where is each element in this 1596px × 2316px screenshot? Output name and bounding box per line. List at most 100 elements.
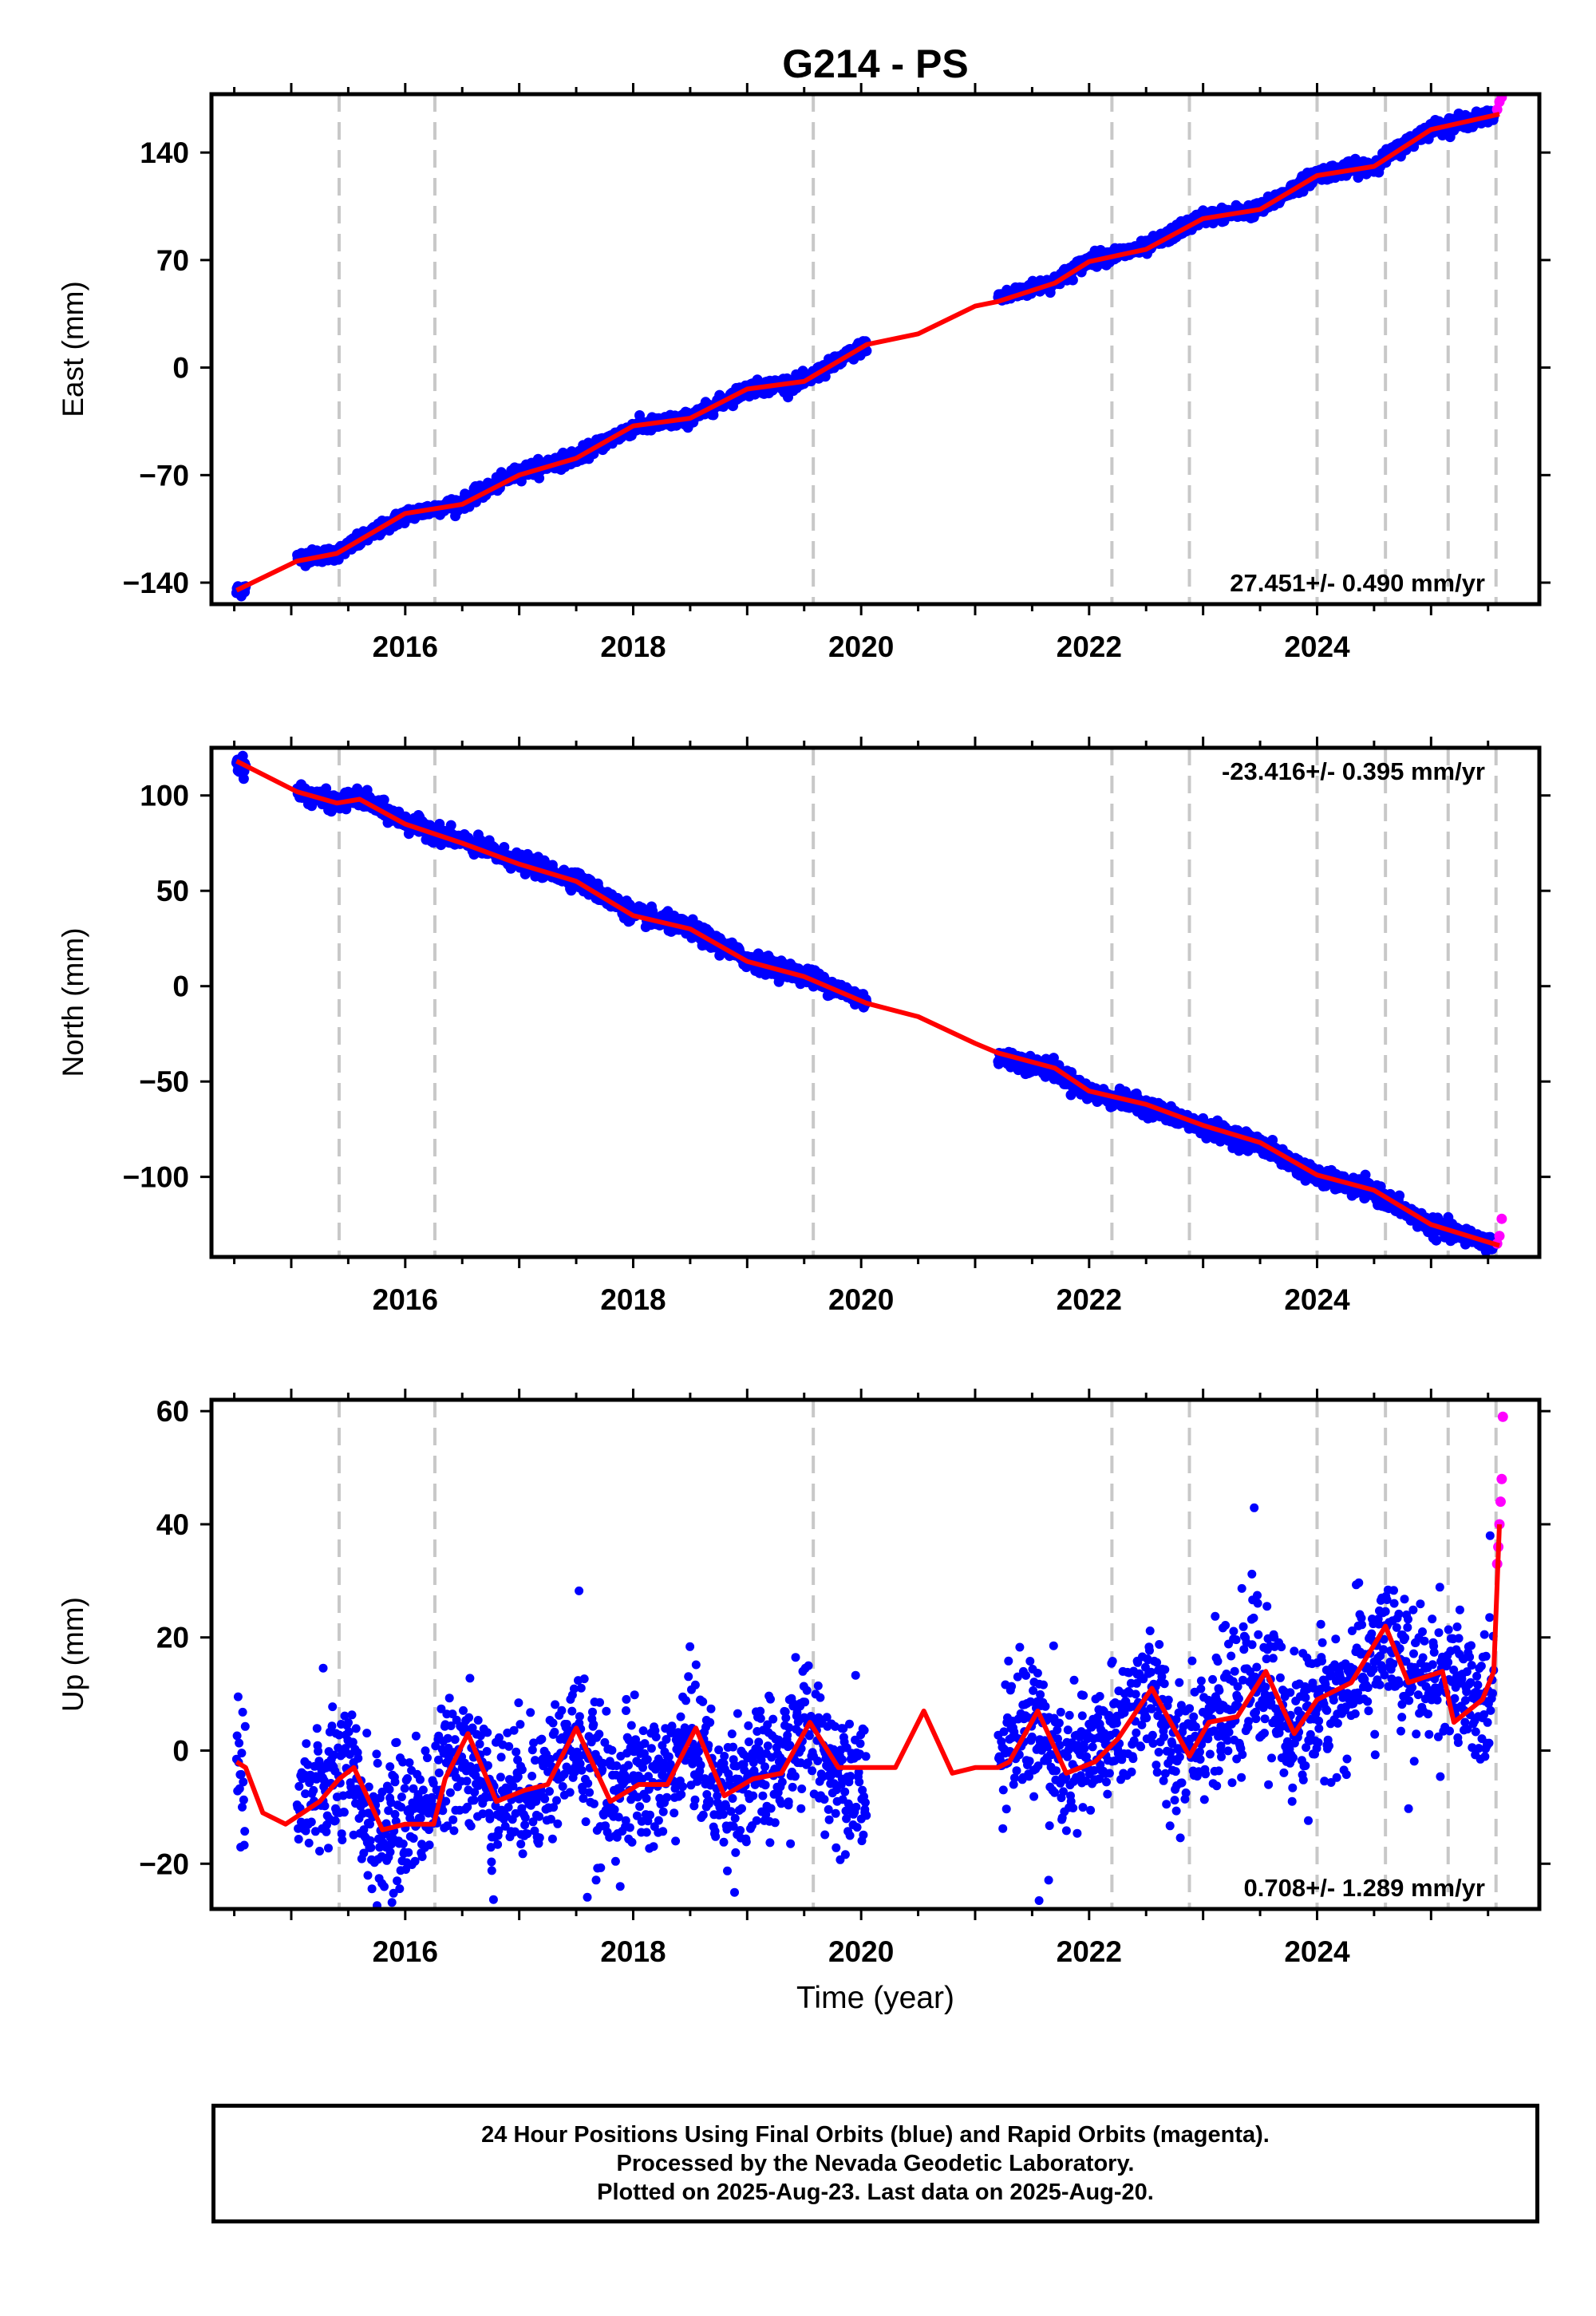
chart-title: G214 - PS xyxy=(782,41,968,86)
final-point xyxy=(306,1817,316,1827)
final-point xyxy=(344,1718,353,1727)
final-point xyxy=(344,1727,354,1737)
final-point xyxy=(235,1784,244,1793)
final-point xyxy=(235,1738,244,1748)
final-point xyxy=(354,1753,363,1763)
final-point xyxy=(312,1724,322,1733)
final-point xyxy=(443,1733,452,1743)
final-point xyxy=(445,1788,455,1797)
final-point xyxy=(416,1775,425,1784)
y-tick-label: 50 xyxy=(156,875,189,907)
final-point xyxy=(377,1787,387,1796)
final-point xyxy=(398,1757,408,1767)
final-point xyxy=(364,1782,373,1792)
y-tick-label: −70 xyxy=(139,459,189,492)
rapid-point-north xyxy=(1494,1231,1505,1242)
final-point xyxy=(359,1848,369,1858)
rapid-point-north xyxy=(1496,1213,1507,1224)
final-point xyxy=(240,1721,250,1731)
final-point xyxy=(405,1758,414,1768)
final-point xyxy=(324,1844,333,1853)
y-tick-label: 100 xyxy=(140,780,189,812)
x-tick-label: 2020 xyxy=(828,1283,894,1316)
final-point xyxy=(400,1784,409,1793)
y-axis-label: East (mm) xyxy=(57,281,89,417)
final-point xyxy=(1048,1053,1059,1064)
final-point xyxy=(384,1806,393,1816)
x-tick-label: 2016 xyxy=(373,630,438,663)
final-point xyxy=(393,1876,402,1886)
final-point xyxy=(334,1743,343,1753)
final-point xyxy=(1431,1235,1442,1246)
final-point xyxy=(389,1888,398,1898)
frame-east xyxy=(209,92,1542,607)
final-point xyxy=(397,1802,406,1812)
final-point xyxy=(416,1813,425,1823)
final-point xyxy=(369,1792,378,1801)
model-line-east xyxy=(235,112,1500,593)
x-tick-label: 2020 xyxy=(828,630,894,663)
y-tick-label: 0 xyxy=(172,970,189,1003)
final-point xyxy=(338,1836,347,1844)
final-point xyxy=(387,1898,397,1907)
final-point xyxy=(449,1826,459,1836)
final-point xyxy=(443,1821,452,1831)
final-point xyxy=(395,1884,405,1894)
final-point xyxy=(378,794,389,805)
final-point xyxy=(385,1784,394,1794)
final-point xyxy=(233,1692,243,1701)
final-point xyxy=(319,1776,329,1785)
final-point xyxy=(404,1848,413,1857)
final-point xyxy=(236,1769,246,1779)
x-tick-label: 2022 xyxy=(1057,1283,1122,1316)
y-tick-label: 0 xyxy=(172,352,189,385)
final-point xyxy=(327,1721,337,1731)
rate-label: 27.451+/- 0.490 mm/yr xyxy=(1230,569,1485,597)
final-point xyxy=(240,1827,250,1836)
final-point xyxy=(238,1802,247,1812)
final-point xyxy=(409,1834,418,1843)
final-point xyxy=(398,1839,408,1848)
final-point xyxy=(1360,1169,1371,1180)
final-point xyxy=(437,1704,446,1713)
y-tick-label: −50 xyxy=(139,1065,189,1098)
y-tick-label: −140 xyxy=(123,567,189,599)
final-point xyxy=(362,1729,372,1738)
model-line-north xyxy=(235,759,1500,1248)
final-point xyxy=(239,1777,248,1787)
x-tick-label: 2022 xyxy=(1057,630,1122,663)
final-point xyxy=(340,1711,350,1721)
final-point xyxy=(334,1730,344,1740)
final-point xyxy=(341,1744,350,1753)
final-point xyxy=(366,1843,376,1852)
final-point xyxy=(239,1840,249,1850)
x-tick-label: 2018 xyxy=(600,1283,666,1316)
final-point xyxy=(372,1749,381,1759)
final-point xyxy=(448,1815,458,1824)
final-point xyxy=(348,1737,358,1747)
final-point xyxy=(294,1835,303,1844)
final-point xyxy=(386,1798,396,1808)
final-point xyxy=(429,1778,438,1788)
final-point xyxy=(339,1808,349,1817)
final-point xyxy=(294,1781,304,1791)
y-axis-label: North (mm) xyxy=(57,927,89,1077)
final-point xyxy=(418,1785,428,1795)
final-point xyxy=(232,1731,242,1741)
final-point xyxy=(450,1735,460,1745)
final-point xyxy=(330,1750,338,1760)
final-point xyxy=(445,820,456,831)
y-tick-label: 70 xyxy=(156,244,189,277)
final-point xyxy=(423,1753,432,1763)
x-tick-label: 2024 xyxy=(1284,630,1350,663)
final-point xyxy=(367,1884,377,1894)
final-point xyxy=(322,1827,331,1836)
final-point xyxy=(347,1710,357,1720)
final-point xyxy=(421,1746,430,1756)
final-point xyxy=(351,1724,361,1733)
final-point xyxy=(301,1789,310,1799)
y-tick-label: −100 xyxy=(123,1161,189,1194)
